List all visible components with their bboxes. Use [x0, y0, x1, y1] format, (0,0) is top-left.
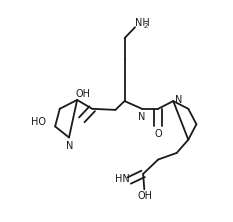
Text: N: N: [138, 112, 146, 122]
Text: 2: 2: [144, 23, 148, 29]
Text: NH: NH: [135, 18, 149, 28]
Text: O: O: [154, 129, 162, 139]
Text: OH: OH: [137, 191, 152, 201]
Text: HN: HN: [115, 174, 130, 184]
Text: OH: OH: [75, 89, 90, 99]
Text: HO: HO: [31, 117, 46, 127]
Text: N: N: [66, 141, 73, 151]
Text: N: N: [175, 95, 182, 105]
